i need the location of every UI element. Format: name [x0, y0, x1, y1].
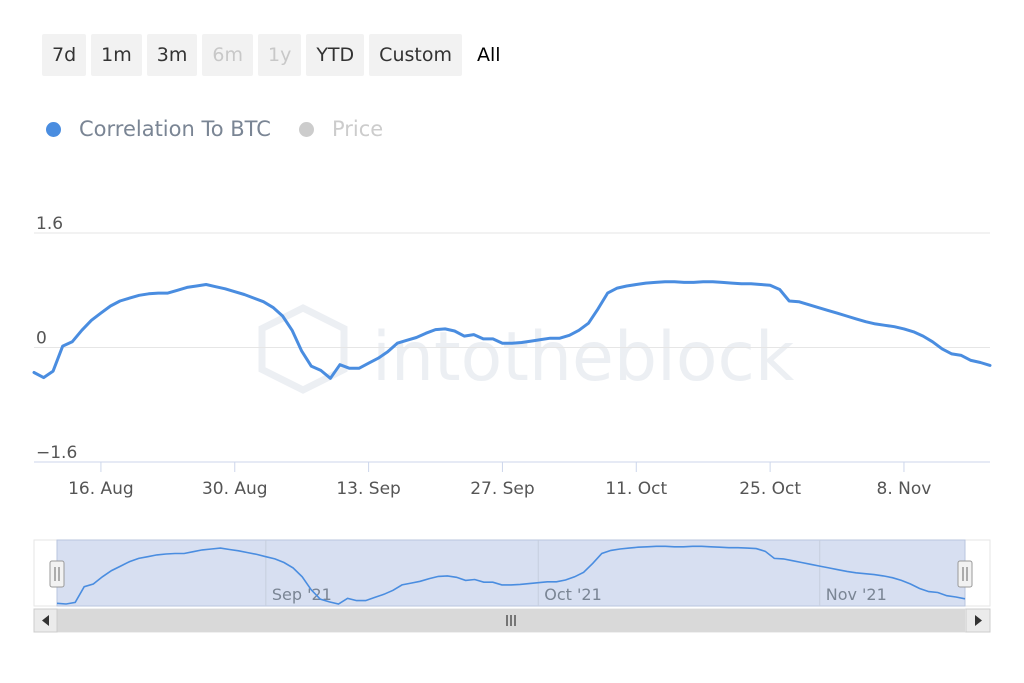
- range-button-7d[interactable]: 7d: [42, 34, 87, 76]
- scrollbar-grip-icon: [506, 615, 516, 626]
- x-axis: 16. Aug 30. Aug 13. Sep 27. Sep 11. Oct 25. O…: [68, 462, 931, 499]
- navigator-series-line: [56, 545, 966, 605]
- watermark-text: intotheblock: [372, 318, 795, 397]
- y-tick-label: 1.6: [36, 214, 63, 234]
- y-axis-ticks: 1.6 0 −1.6: [36, 214, 77, 463]
- range-selector: 7d 1m 3m 6m 1y YTD Custom All: [42, 34, 511, 76]
- series-line-correlation-to-btc: [32, 280, 992, 380]
- legend-item-correlation-to-btc[interactable]: Correlation To BTC: [46, 117, 271, 141]
- x-tick-label: 8. Nov: [877, 479, 932, 499]
- range-button-6m: 6m: [202, 34, 253, 76]
- legend-marker-icon: [46, 121, 61, 137]
- navigator-handle-left[interactable]: [49, 560, 65, 588]
- navigator-label: Oct '21: [544, 585, 602, 604]
- legend-label: Price: [331, 117, 384, 141]
- range-button-3m[interactable]: 3m: [146, 34, 198, 76]
- range-button-1y: 1y: [257, 34, 302, 76]
- legend: Correlation To BTC Price: [46, 112, 411, 146]
- y-tick-label: 0: [36, 329, 47, 349]
- y-tick-label: −1.6: [36, 443, 77, 463]
- legend-item-price[interactable]: Price: [298, 117, 384, 141]
- range-button-ytd[interactable]: YTD: [306, 34, 365, 76]
- range-button-all[interactable]: All: [466, 34, 511, 76]
- navigator-label: Sep '21: [272, 585, 332, 604]
- series-layer: [32, 280, 992, 380]
- x-tick-label: 30. Aug: [202, 479, 268, 499]
- legend-marker-icon: [298, 121, 314, 137]
- x-tick-label: 11. Oct: [605, 479, 667, 499]
- range-button-custom[interactable]: Custom: [369, 34, 462, 76]
- grid-lines: [34, 232, 990, 463]
- x-tick-label: 27. Sep: [470, 479, 534, 499]
- scroll-right-button[interactable]: [965, 608, 991, 633]
- navigator-label: Nov '21: [826, 585, 887, 604]
- x-tick-label: 16. Aug: [68, 479, 134, 499]
- navigator-handle-right[interactable]: [957, 560, 973, 588]
- arrow-right-icon: [975, 615, 982, 626]
- watermark-cube-icon: [258, 304, 348, 394]
- arrow-left-icon: [42, 615, 49, 626]
- scrollbar[interactable]: [33, 608, 991, 633]
- legend-label: Correlation To BTC: [79, 117, 271, 141]
- x-tick-label: 25. Oct: [739, 479, 801, 499]
- scroll-left-button[interactable]: [33, 608, 58, 633]
- navigator[interactable]: Sep '21 Oct '21 Nov '21: [33, 539, 991, 607]
- navigator-mask[interactable]: [56, 539, 966, 607]
- range-button-1m[interactable]: 1m: [91, 34, 142, 76]
- x-tick-label: 13. Sep: [336, 479, 400, 499]
- watermark-logo: intotheblock: [258, 304, 795, 397]
